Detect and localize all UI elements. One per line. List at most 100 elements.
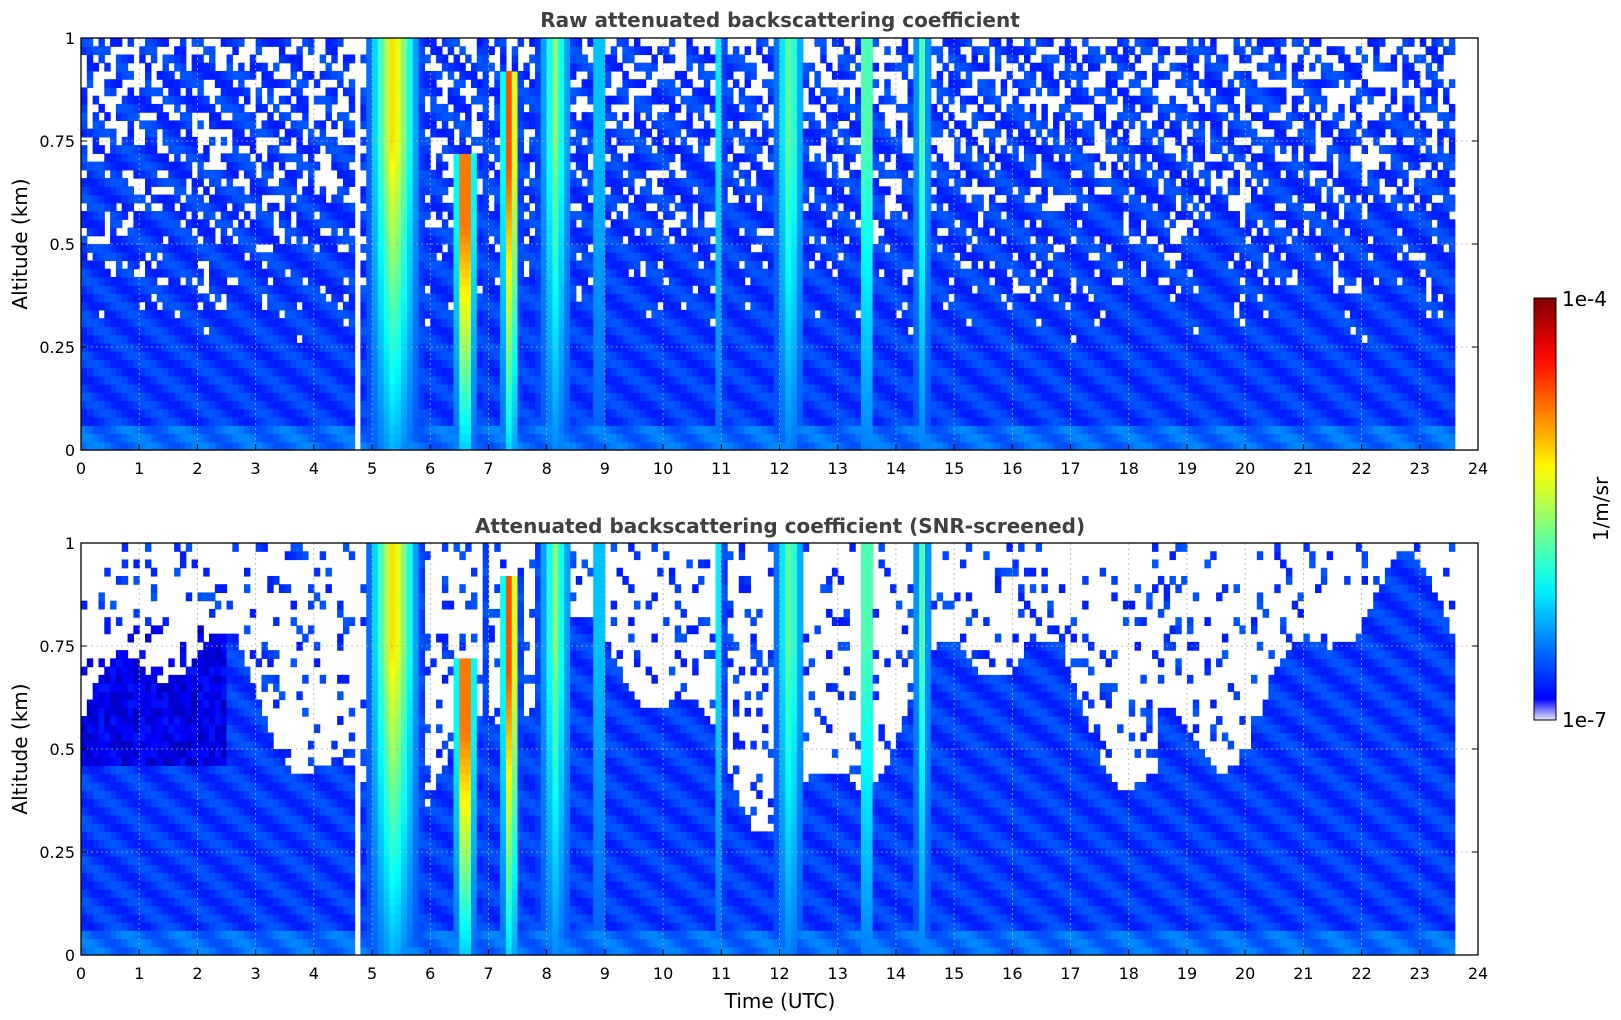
- heatmap-cell: [395, 112, 401, 121]
- heatmap-cell: [372, 153, 378, 162]
- heatmap-cell: [145, 162, 151, 171]
- heatmap-cell: [750, 351, 756, 360]
- heatmap-cell: [296, 203, 302, 212]
- heatmap-cell: [733, 335, 739, 344]
- heatmap-cell: [471, 368, 477, 377]
- heatmap-cell: [535, 137, 541, 146]
- heatmap-cell: [419, 129, 425, 138]
- heatmap-cell: [488, 318, 494, 327]
- heatmap-cell: [651, 244, 657, 253]
- heatmap-cell: [110, 170, 116, 179]
- heatmap-cell: [197, 87, 203, 96]
- heatmap-cell: [139, 392, 145, 401]
- heatmap-cell: [227, 211, 233, 220]
- heatmap-cell: [325, 260, 331, 269]
- heatmap-cell: [465, 195, 471, 204]
- heatmap-cell: [529, 120, 535, 129]
- heatmap-cell: [436, 401, 442, 410]
- heatmap-cell: [197, 409, 203, 418]
- heatmap-cell: [232, 425, 238, 434]
- heatmap-cell: [768, 302, 774, 311]
- heatmap-cell: [279, 79, 285, 88]
- heatmap-cell: [471, 318, 477, 327]
- heatmap-cell: [750, 211, 756, 220]
- heatmap-cell: [81, 351, 87, 360]
- heatmap-cell: [669, 384, 675, 393]
- heatmap-cell: [104, 79, 110, 88]
- heatmap-cell: [343, 219, 349, 228]
- heatmap-cell: [401, 442, 407, 451]
- heatmap-cell: [98, 392, 104, 401]
- heatmap-cell: [745, 203, 751, 212]
- heatmap-cell: [523, 87, 529, 96]
- heatmap-cell: [261, 392, 267, 401]
- heatmap-cell: [640, 252, 646, 261]
- heatmap-cell: [261, 351, 267, 360]
- heatmap-cell: [116, 318, 122, 327]
- heatmap-cell: [227, 153, 233, 162]
- heatmap-cell: [768, 195, 774, 204]
- heatmap-cell: [227, 293, 233, 302]
- heatmap-cell: [768, 368, 774, 377]
- heatmap-cell: [634, 211, 640, 220]
- heatmap-cell: [529, 178, 535, 187]
- heatmap-cell: [128, 318, 134, 327]
- heatmap-cell: [529, 38, 535, 47]
- heatmap-cell: [727, 376, 733, 385]
- heatmap-cell: [244, 442, 250, 451]
- heatmap-cell: [523, 417, 529, 426]
- heatmap-cell: [267, 96, 273, 105]
- heatmap-cell: [168, 335, 174, 344]
- heatmap-cell: [139, 409, 145, 418]
- heatmap-cell: [750, 293, 756, 302]
- heatmap-cell: [692, 178, 698, 187]
- heatmap-cell: [401, 203, 407, 212]
- heatmap-cell: [745, 351, 751, 360]
- heatmap-cell: [442, 376, 448, 385]
- heatmap-cell: [628, 392, 634, 401]
- heatmap-cell: [646, 162, 652, 171]
- heatmap-cell: [523, 219, 529, 228]
- heatmap-cell: [506, 170, 512, 179]
- heatmap-cell: [448, 368, 454, 377]
- heatmap-cell: [552, 79, 558, 88]
- heatmap-cell: [564, 211, 570, 220]
- heatmap-cell: [634, 376, 640, 385]
- heatmap-cell: [291, 170, 297, 179]
- heatmap-cell: [448, 392, 454, 401]
- heatmap-cell: [733, 54, 739, 63]
- heatmap-cell: [651, 228, 657, 237]
- heatmap-cell: [197, 401, 203, 410]
- heatmap-cell: [506, 359, 512, 368]
- heatmap-cell: [244, 269, 250, 278]
- heatmap-cell: [98, 170, 104, 179]
- heatmap-cell: [186, 203, 192, 212]
- heatmap-cell: [151, 409, 157, 418]
- heatmap-cell: [337, 219, 343, 228]
- heatmap-cell: [296, 54, 302, 63]
- heatmap-cell: [494, 228, 500, 237]
- heatmap-cell: [93, 384, 99, 393]
- heatmap-cell: [128, 252, 134, 261]
- heatmap-cell: [686, 195, 692, 204]
- heatmap-cell: [139, 219, 145, 228]
- heatmap-cell: [436, 244, 442, 253]
- heatmap-cell: [378, 219, 384, 228]
- heatmap-cell: [512, 376, 518, 385]
- heatmap-cell: [413, 129, 419, 138]
- heatmap-cell: [372, 351, 378, 360]
- heatmap-cell: [401, 351, 407, 360]
- heatmap-cell: [436, 359, 442, 368]
- heatmap-cell: [221, 425, 227, 434]
- heatmap-cell: [325, 236, 331, 245]
- heatmap-cell: [465, 376, 471, 385]
- heatmap-cell: [436, 203, 442, 212]
- heatmap-cell: [151, 211, 157, 220]
- heatmap-cell: [535, 277, 541, 286]
- heatmap-cell: [221, 252, 227, 261]
- heatmap-cell: [675, 318, 681, 327]
- heatmap-cell: [675, 277, 681, 286]
- heatmap-cell: [145, 228, 151, 237]
- heatmap-cell: [244, 244, 250, 253]
- heatmap-cell: [552, 384, 558, 393]
